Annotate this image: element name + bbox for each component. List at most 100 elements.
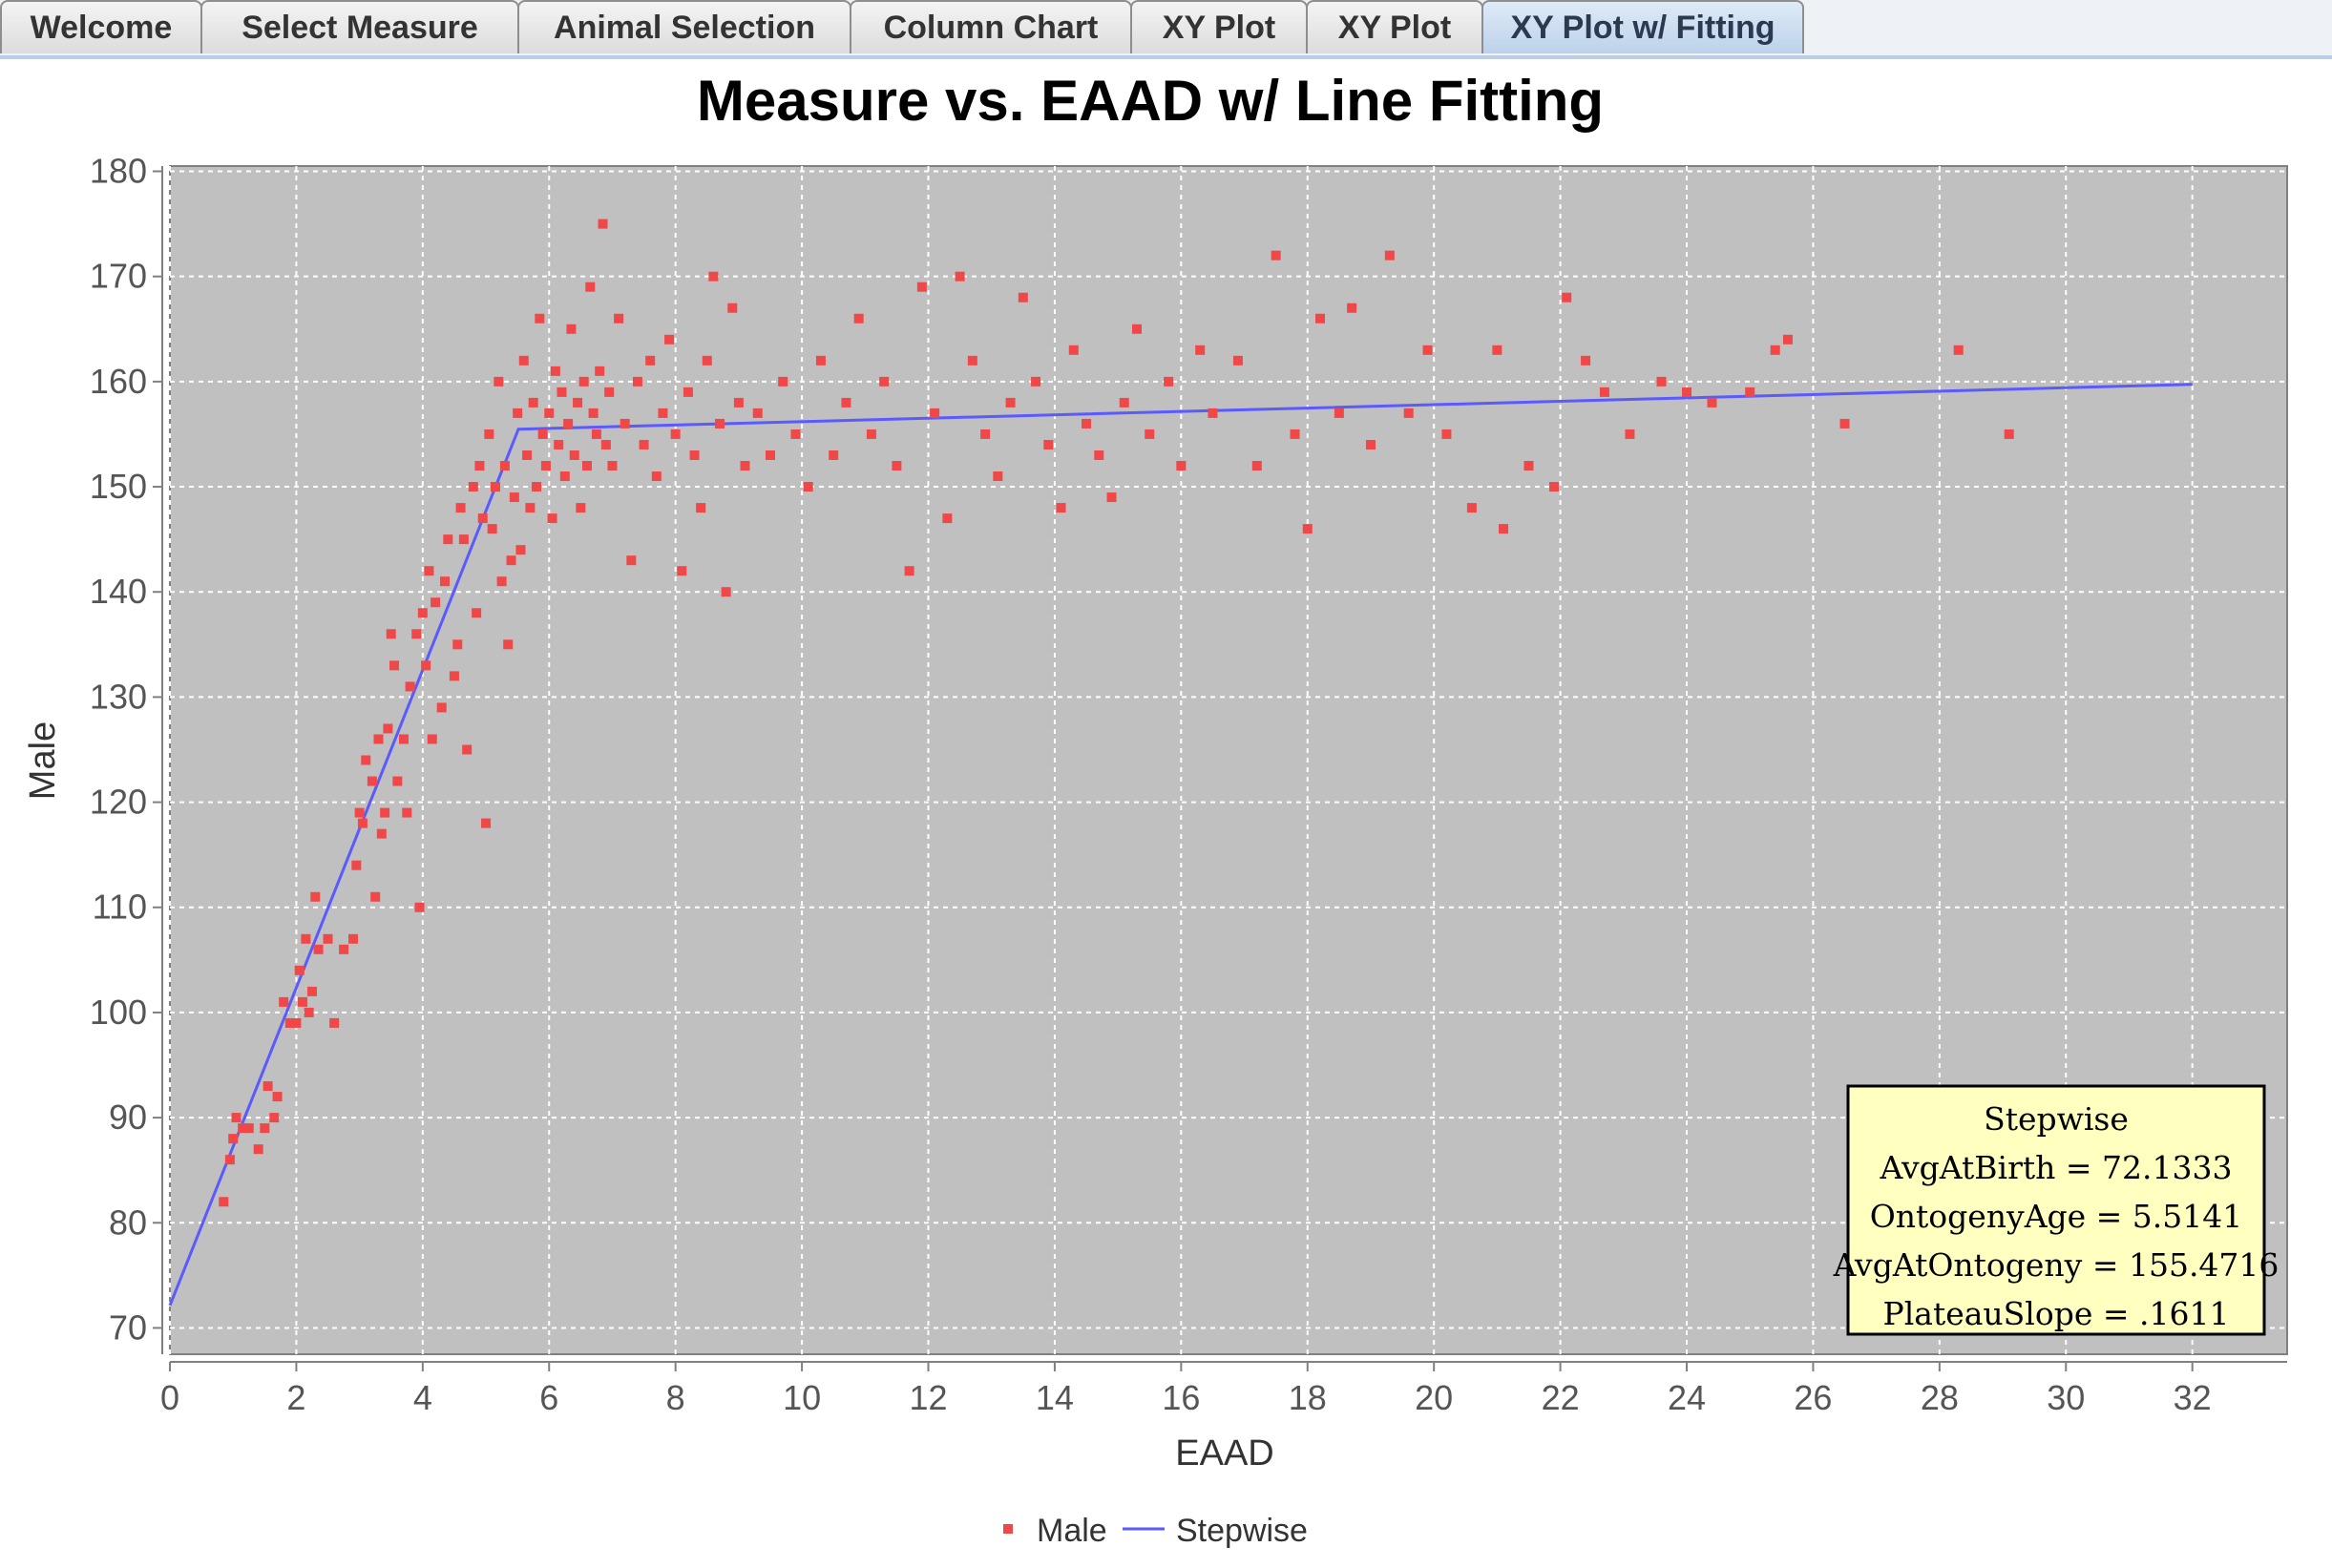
male-data-point xyxy=(313,944,324,954)
male-data-point xyxy=(455,503,466,513)
male-data-point xyxy=(1164,376,1174,387)
male-data-point xyxy=(509,492,519,503)
x-tick-label: 0 xyxy=(160,1378,179,1417)
male-data-point xyxy=(443,534,453,545)
male-data-point xyxy=(474,461,485,471)
male-data-point xyxy=(752,408,763,418)
x-tick-label: 6 xyxy=(539,1378,558,1417)
male-data-point xyxy=(238,1123,248,1134)
male-data-point xyxy=(370,891,381,902)
male-data-point xyxy=(1656,376,1667,387)
male-data-point xyxy=(499,461,510,471)
tab-column-chart[interactable]: Column Chart xyxy=(850,0,1132,53)
annotation-line-avg-at-birth: AvgAtBirth = 72.1333 xyxy=(1880,1149,2233,1186)
male-data-point xyxy=(436,702,447,713)
male-data-point xyxy=(664,334,675,345)
male-data-point xyxy=(518,355,529,366)
x-tick-label: 12 xyxy=(909,1378,947,1417)
tab-xy-plot-fitting[interactable]: XY Plot w/ Fitting xyxy=(1481,0,1804,53)
tab-welcome[interactable]: Welcome xyxy=(0,0,202,53)
male-data-point xyxy=(386,629,396,639)
x-tick-label: 20 xyxy=(1415,1378,1453,1417)
male-data-point xyxy=(598,219,608,229)
male-data-point xyxy=(1145,429,1155,439)
male-data-point xyxy=(354,807,365,818)
male-data-point xyxy=(778,376,788,387)
male-data-point xyxy=(696,503,706,513)
y-tick-label: 160 xyxy=(90,362,147,401)
male-data-point xyxy=(1770,345,1780,355)
male-data-point xyxy=(481,818,492,828)
male-data-point xyxy=(765,449,775,460)
male-data-point xyxy=(1005,397,1016,408)
male-data-point xyxy=(487,524,497,534)
male-data-point xyxy=(980,429,991,439)
male-data-point xyxy=(566,324,577,334)
male-data-point xyxy=(554,439,564,449)
male-data-point xyxy=(367,776,377,786)
male-data-point xyxy=(462,744,473,755)
male-data-point xyxy=(1302,524,1313,534)
male-data-point xyxy=(639,439,649,449)
male-data-point xyxy=(1953,345,1964,355)
male-data-point xyxy=(380,807,390,818)
male-data-point xyxy=(323,933,333,944)
male-data-point xyxy=(651,471,662,482)
male-data-point xyxy=(263,1081,273,1092)
male-data-point xyxy=(477,513,488,524)
male-data-point xyxy=(440,576,451,587)
x-tick-label: 18 xyxy=(1289,1378,1327,1417)
male-data-point xyxy=(537,429,548,439)
male-data-point xyxy=(348,933,359,944)
male-data-point xyxy=(1068,345,1079,355)
male-data-point xyxy=(1365,439,1376,449)
male-data-point xyxy=(1422,345,1433,355)
male-data-point xyxy=(272,1092,283,1102)
tab-xy-plot-2[interactable]: XY Plot xyxy=(1306,0,1483,53)
tab-xy-plot-1[interactable]: XY Plot xyxy=(1130,0,1308,53)
male-data-point xyxy=(740,461,750,471)
male-data-point xyxy=(708,271,719,282)
x-tick-label: 4 xyxy=(413,1378,432,1417)
y-tick-label: 90 xyxy=(109,1098,147,1137)
male-data-point xyxy=(243,1123,254,1134)
male-data-point xyxy=(632,376,642,387)
male-data-point xyxy=(600,439,611,449)
male-data-point xyxy=(472,608,482,618)
male-data-point xyxy=(591,429,601,439)
male-data-point xyxy=(1548,482,1559,492)
annotation-line-plateau-slope: PlateauSlope = .1611 xyxy=(1883,1295,2230,1332)
male-data-point xyxy=(1682,387,1692,397)
male-data-point xyxy=(866,429,876,439)
male-data-point xyxy=(1839,418,1850,429)
male-data-point xyxy=(1562,292,1572,303)
male-data-point xyxy=(1094,449,1104,460)
male-data-point xyxy=(576,503,586,513)
male-data-point xyxy=(879,376,890,387)
male-data-point xyxy=(1347,303,1357,313)
x-tick-label: 16 xyxy=(1162,1378,1200,1417)
tab-select-measure[interactable]: Select Measure xyxy=(200,0,519,53)
male-data-point xyxy=(279,996,289,1007)
male-data-point xyxy=(916,282,927,292)
male-data-point xyxy=(431,597,441,608)
x-tick-label: 22 xyxy=(1542,1378,1580,1417)
male-data-point xyxy=(522,449,533,460)
male-data-point xyxy=(1499,524,1509,534)
male-data-point xyxy=(339,944,349,954)
tab-animal-selection[interactable]: Animal Selection xyxy=(517,0,851,53)
y-tick-label: 180 xyxy=(90,152,147,191)
male-data-point xyxy=(411,629,422,639)
male-data-point xyxy=(1492,345,1502,355)
male-data-point xyxy=(253,1144,263,1155)
male-data-point xyxy=(670,429,681,439)
male-data-point xyxy=(490,482,500,492)
male-data-point xyxy=(525,503,536,513)
male-data-point xyxy=(294,965,305,975)
axes xyxy=(153,166,2287,1371)
male-data-point xyxy=(550,366,560,376)
x-tick-label: 10 xyxy=(783,1378,821,1417)
annotation-line-ontogeny-age: OntogenyAge = 5.5141 xyxy=(1870,1198,2243,1235)
male-data-point xyxy=(228,1134,239,1144)
x-tick-label: 8 xyxy=(666,1378,685,1417)
